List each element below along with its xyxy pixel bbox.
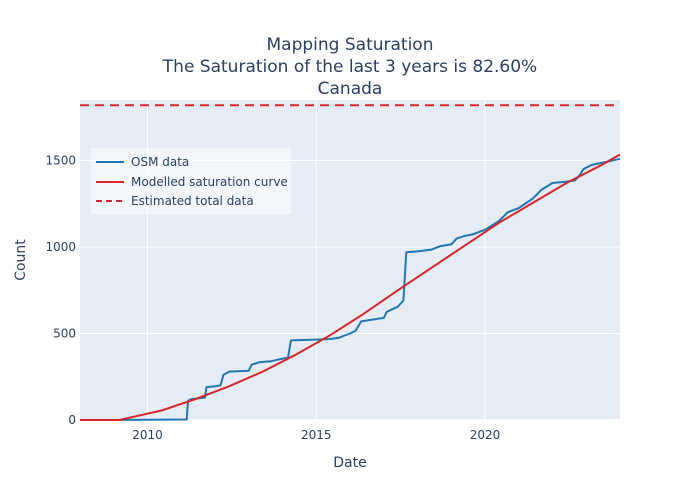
x-axis-title: Date (333, 455, 366, 471)
y-tick-label-0: 0 (68, 413, 76, 427)
chart-title-line-1: Mapping Saturation (267, 35, 434, 55)
legend-label-osm-data[interactable]: OSM data (131, 155, 189, 169)
y-tick-label-1000: 1000 (45, 240, 76, 254)
y-axis-title: Count (13, 239, 29, 281)
x-tick-label-2015: 2015 (301, 428, 332, 442)
legend-label-estimated-total[interactable]: Estimated total data (131, 194, 254, 208)
chart-title-line-3: Canada (318, 79, 383, 99)
y-tick-label-1500: 1500 (45, 154, 76, 168)
series-line-modelled-saturation-curve[interactable] (80, 153, 621, 421)
axis-ticks: 2010 2015 2020 0 500 1000 1500 (45, 154, 500, 442)
chart-title-line-2: The Saturation of the last 3 years is 82… (162, 57, 537, 77)
series-line-osm-data[interactable] (80, 157, 621, 421)
x-tick-label-2010: 2010 (132, 428, 163, 442)
y-tick-label-500: 500 (53, 327, 76, 341)
series-layer (80, 104, 621, 421)
legend-box (91, 148, 291, 214)
legend[interactable]: OSM data Modelled saturation curve Estim… (91, 148, 291, 214)
legend-label-modelled-curve[interactable]: Modelled saturation curve (131, 175, 288, 189)
x-tick-label-2020: 2020 (470, 428, 501, 442)
